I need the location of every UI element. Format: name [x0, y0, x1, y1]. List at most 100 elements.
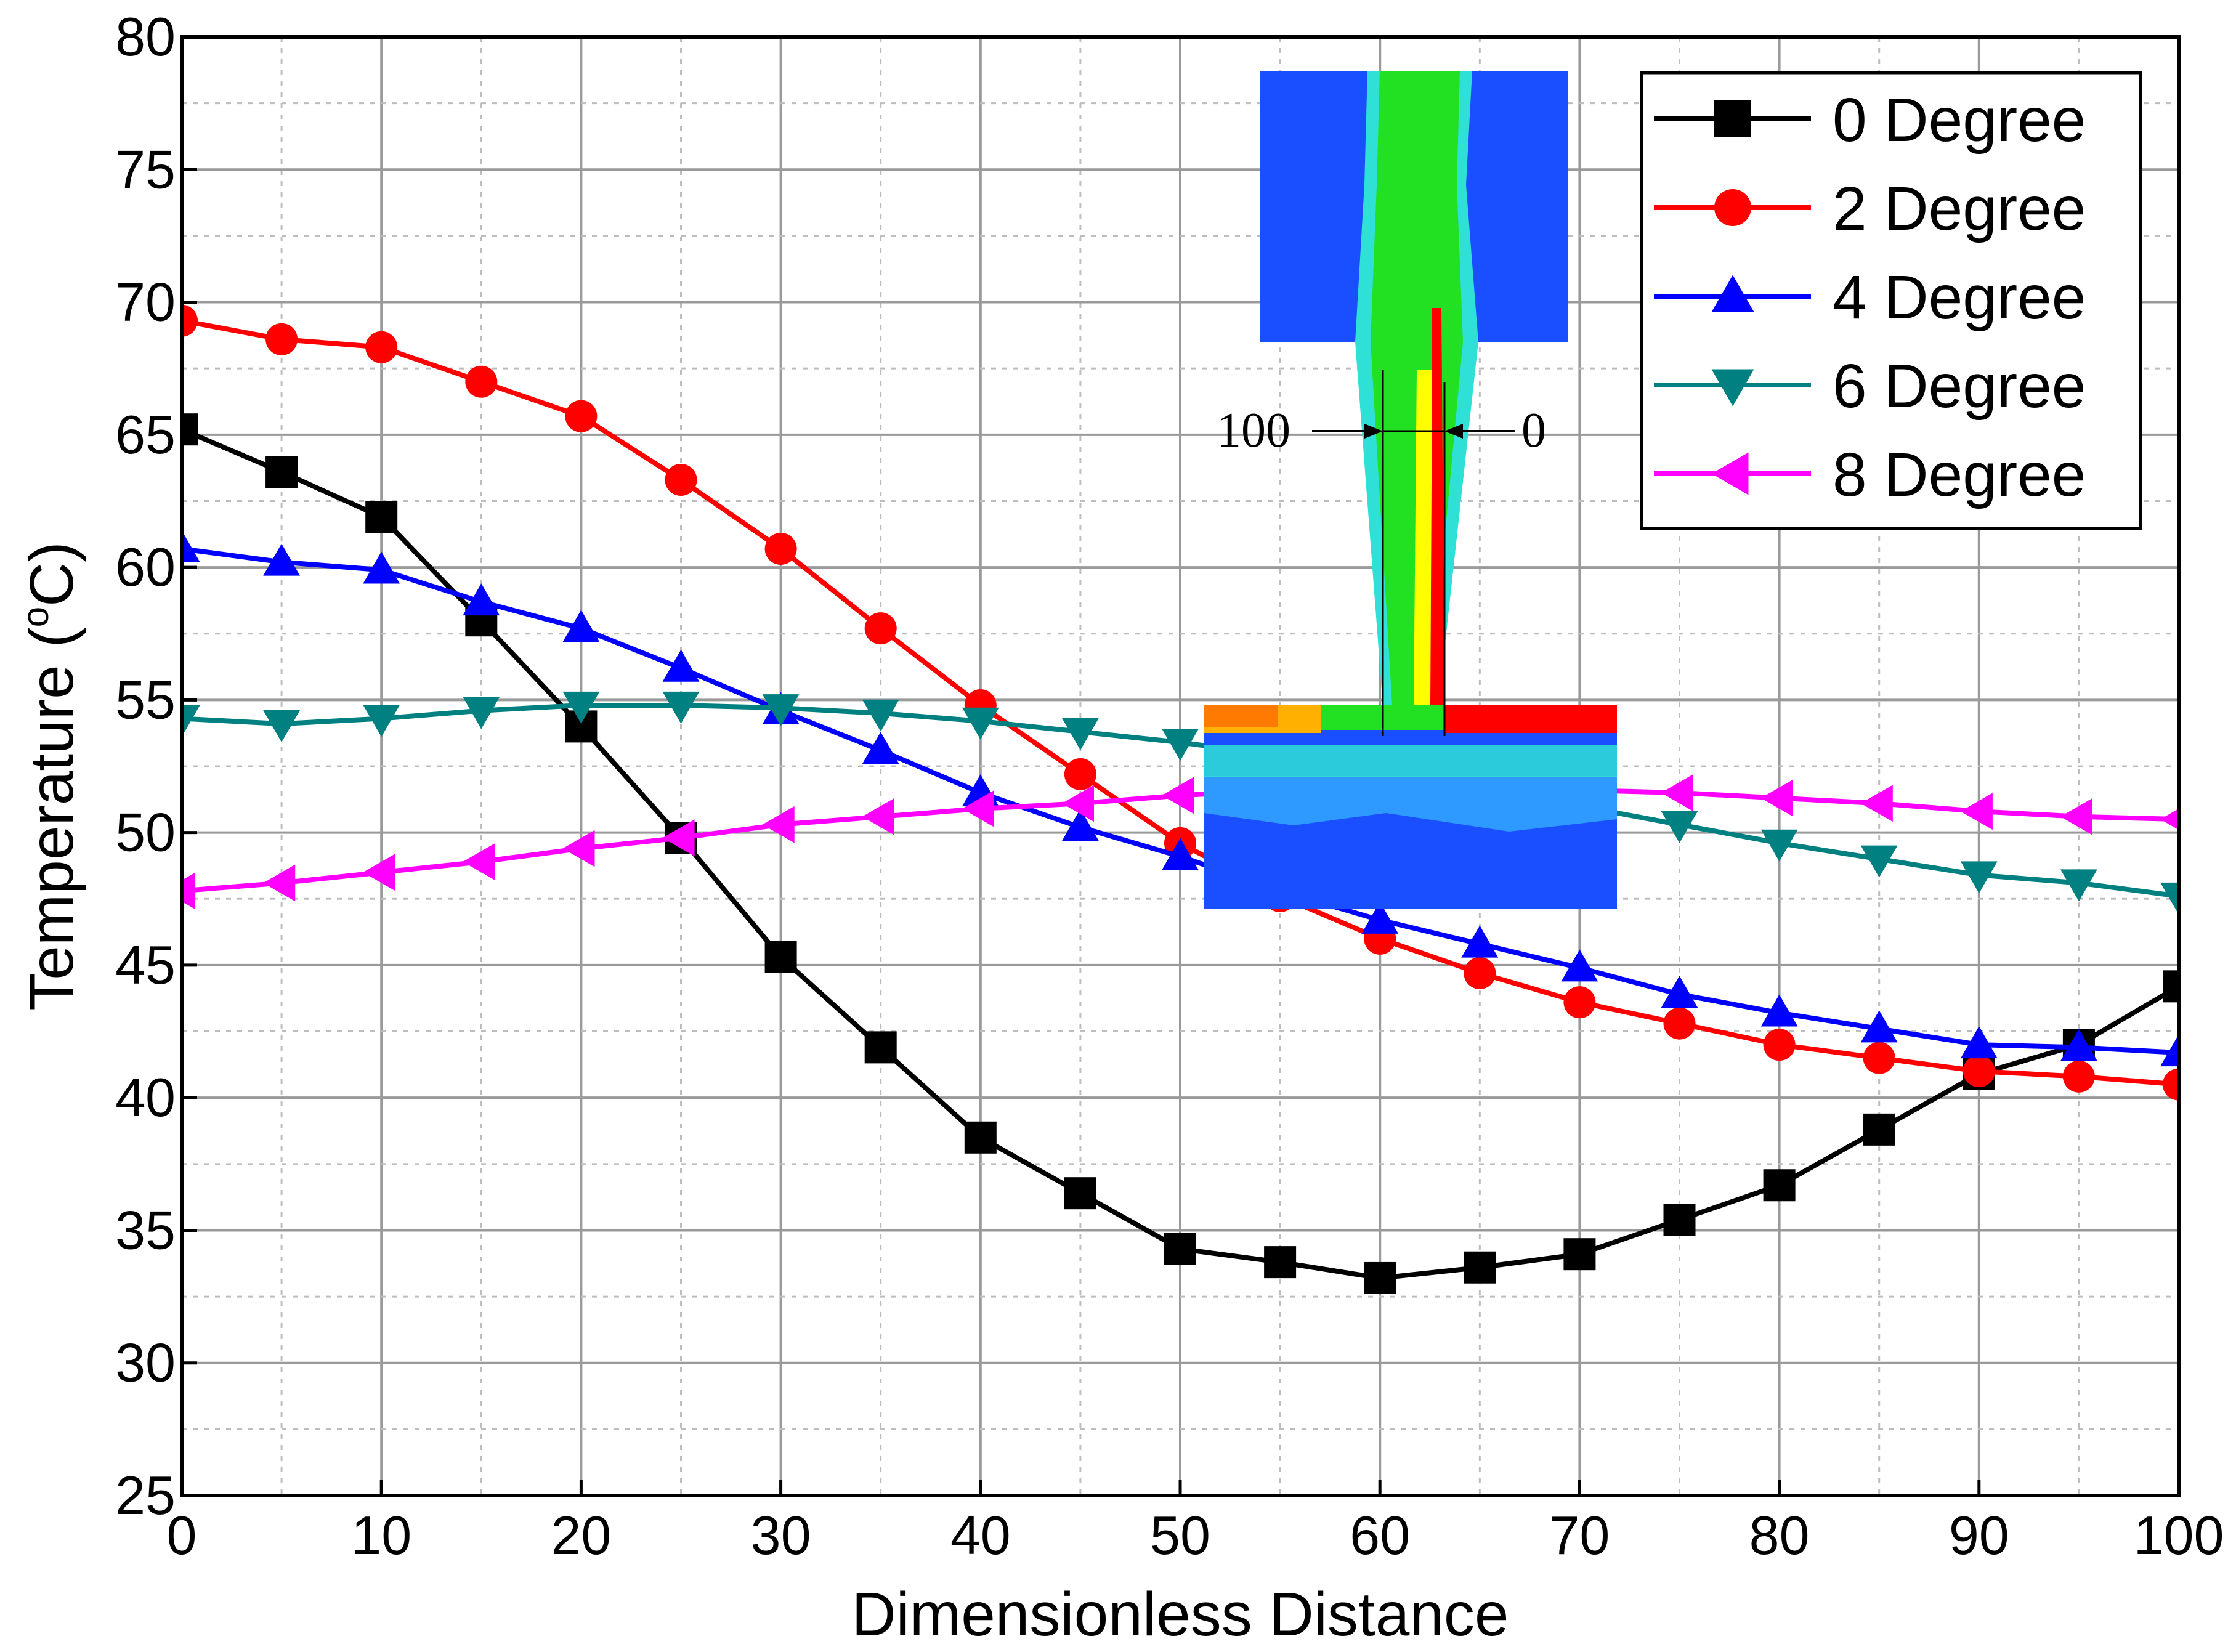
data-point	[1164, 1233, 1196, 1265]
axes: 0 10 20 30 40 50 60 70 80 90 100 25 30 35 40 45 50 55 60 65…	[115, 6, 2224, 1566]
y-tick-label: 25	[115, 1465, 176, 1526]
data-point	[1711, 369, 1754, 407]
data-point	[463, 843, 495, 880]
data-point	[365, 501, 398, 533]
data-point	[2163, 970, 2179, 1003]
data-point	[1714, 189, 1751, 226]
data-point	[1963, 1055, 1995, 1088]
data-point	[1663, 1007, 1696, 1040]
data-point	[662, 691, 700, 724]
data-point	[363, 705, 400, 737]
data-point	[1960, 793, 1993, 830]
data-point	[1711, 275, 1754, 312]
data-point	[1663, 1204, 1696, 1236]
data-point	[182, 530, 200, 563]
data-point	[1064, 758, 1096, 790]
data-point	[1860, 785, 1893, 822]
data-point	[1860, 845, 1898, 878]
inset-label-100: 100	[1217, 403, 1290, 458]
data-point	[1561, 949, 1598, 982]
series-0-degree	[182, 413, 2179, 1294]
data-point	[1763, 1029, 1796, 1061]
data-point	[762, 694, 800, 727]
data-point	[1361, 901, 1399, 934]
inset-warm-streak	[1414, 370, 1432, 705]
legend-item-0-degree: 0 Degree	[1654, 86, 2086, 155]
x-axis-label: Dimensionless Distance	[851, 1580, 1509, 1649]
data-point	[182, 872, 196, 910]
data-point	[1464, 957, 1496, 989]
data-point	[1563, 986, 1596, 1019]
legend: 0 Degree 2 Degree 4 Degree 6 Degree 8 Degree	[1640, 71, 2142, 530]
legend-label: 0 Degree	[1833, 86, 2086, 155]
data-point	[962, 790, 994, 827]
legend-label: 2 Degree	[1833, 174, 2086, 243]
data-point	[2163, 1068, 2179, 1101]
series-4-degree	[182, 530, 2179, 1067]
y-tick-label: 55	[115, 669, 176, 730]
data-point	[864, 612, 897, 645]
data-point	[1661, 976, 1698, 1008]
data-point	[265, 323, 298, 355]
x-tick-label: 40	[950, 1505, 1011, 1566]
data-point	[1863, 1042, 1895, 1074]
y-axis-label: Temperature (oC)	[15, 541, 86, 1010]
data-point	[263, 543, 300, 576]
x-tick-label: 10	[351, 1505, 411, 1566]
series-layer	[182, 304, 2179, 1294]
data-point	[463, 583, 500, 616]
data-point	[662, 819, 695, 857]
y-tick-label: 30	[115, 1332, 176, 1393]
data-point	[182, 705, 200, 737]
legend-item-8-degree: 8 Degree	[1654, 440, 2086, 509]
legend-item-2-degree: 2 Degree	[1654, 174, 2086, 243]
data-point	[1062, 809, 1099, 841]
data-point	[862, 798, 894, 835]
data-point	[1062, 718, 1099, 750]
y-tick-label: 65	[115, 404, 176, 465]
y-axis-label-part-1: Temperature (	[17, 627, 86, 1010]
data-point	[1960, 861, 1998, 894]
data-point	[2060, 1029, 2097, 1061]
data-point	[562, 610, 600, 642]
data-point	[2160, 882, 2179, 915]
data-point	[1760, 994, 1798, 1027]
data-point	[662, 649, 700, 682]
y-tick-label: 75	[115, 139, 176, 200]
data-point	[182, 304, 198, 337]
x-tick-label: 50	[1150, 1505, 1210, 1566]
x-tick-label: 20	[551, 1505, 611, 1566]
inset-label-0: 0	[1521, 403, 1546, 458]
data-point	[1960, 1026, 1998, 1059]
x-tick-label: 70	[1549, 1505, 1610, 1566]
inset-bottom-band-2	[1204, 745, 1617, 777]
legend-item-6-degree: 6 Degree	[1654, 352, 2086, 421]
inset-contour-image: 100 0	[1204, 71, 1617, 909]
data-point	[864, 1031, 897, 1064]
data-point	[1711, 452, 1749, 495]
data-point	[463, 697, 500, 729]
legend-label: 6 Degree	[1833, 352, 2086, 421]
data-point	[365, 331, 398, 363]
y-tick-label: 50	[115, 802, 176, 863]
data-point	[862, 699, 899, 732]
data-point	[962, 707, 999, 740]
data-point	[1064, 1177, 1096, 1210]
data-point	[1661, 774, 1693, 811]
x-tick-label: 90	[1949, 1505, 2009, 1566]
y-tick-label: 45	[115, 934, 176, 995]
data-point	[2060, 798, 2092, 835]
data-point	[265, 456, 298, 488]
data-point	[1714, 100, 1751, 137]
y-tick-label: 60	[115, 536, 176, 597]
data-point	[1162, 729, 1199, 761]
data-point	[465, 365, 498, 398]
data-point	[562, 830, 595, 867]
data-point	[1863, 1113, 1895, 1146]
x-tick-label: 80	[1749, 1505, 1810, 1566]
inset-arrow-left-head	[1364, 424, 1383, 439]
y-tick-label: 70	[115, 272, 176, 333]
data-point	[1563, 1238, 1596, 1271]
legend-label: 8 Degree	[1833, 440, 2086, 509]
